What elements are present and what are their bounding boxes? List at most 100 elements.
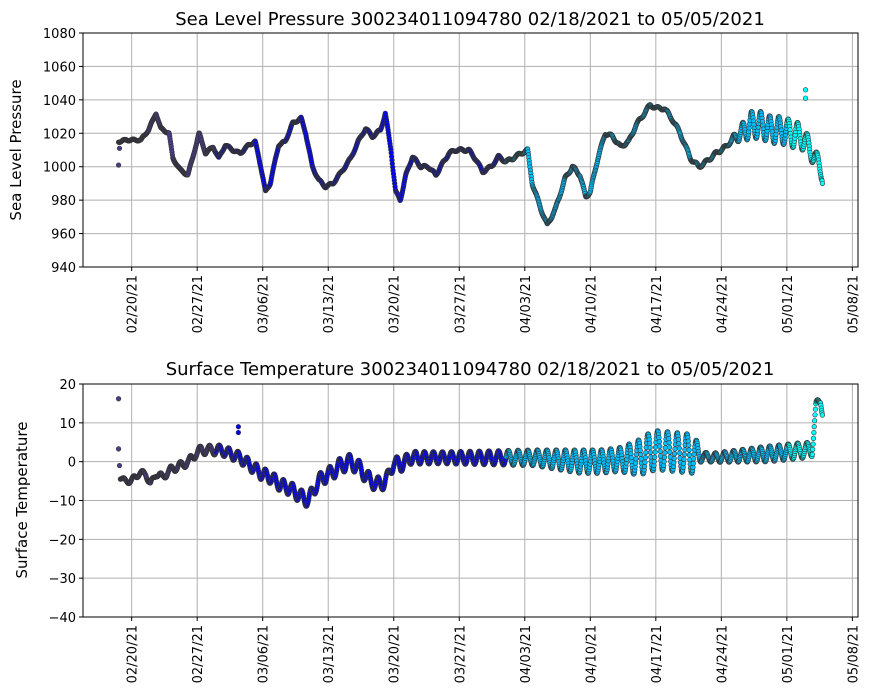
data-point [819,412,826,418]
data-point [661,454,668,461]
temperature-y-label: Surface Temperature [13,422,31,579]
data-point [647,440,653,446]
data-point [812,412,818,418]
data-point [809,451,815,458]
data-point [811,424,817,430]
data-point [657,448,663,454]
data-point [690,460,696,467]
data-point [672,446,678,452]
y-tick-label: 960 [51,228,76,243]
data-point [680,461,687,467]
x-tick-label: 05/01/21 [781,275,796,333]
temperature-points [115,396,826,509]
data-point [802,95,809,101]
data-point [235,424,241,430]
y-tick-label: 10 [59,417,76,432]
data-point [810,441,816,447]
data-point [642,454,649,461]
data-point [652,449,658,455]
data-point [662,450,668,456]
data-point [115,446,122,452]
data-point [812,406,819,412]
x-tick-label: 04/03/21 [519,625,534,683]
x-tick-label: 03/06/21 [257,625,272,683]
data-point [802,87,809,93]
pressure-title: Sea Level Pressure 300234011094780 02/18… [175,9,765,30]
data-point [685,438,691,444]
data-point [641,463,648,470]
x-tick-label: 03/27/21 [453,625,468,683]
x-tick-label: 05/08/21 [846,275,861,333]
y-tick-label: 20 [59,378,76,393]
data-point [681,456,687,462]
data-point [638,451,644,458]
data-point [115,396,122,402]
x-tick-label: 03/13/21 [322,275,337,333]
data-point [115,162,122,168]
x-tick-label: 02/20/21 [126,275,141,333]
x-tick-label: 02/27/21 [191,625,206,683]
data-point [647,445,653,451]
x-tick-label: 03/20/21 [388,625,403,683]
data-point [116,145,123,151]
data-point [235,429,241,436]
data-point [682,447,688,453]
x-tick-label: 04/24/21 [715,625,730,683]
temperature-grid [83,383,858,618]
data-point [666,444,673,450]
y-tick-label: 1080 [43,27,76,42]
data-point [671,460,677,466]
data-point [116,462,123,469]
y-tick-label: −40 [49,611,76,626]
data-point [642,459,648,465]
data-point [691,456,697,462]
x-tick-label: 04/17/21 [650,275,665,333]
pressure-plot: Sea Level Pressure 300234011094780 02/18… [7,9,861,333]
x-tick-label: 04/24/21 [715,275,730,333]
data-point [652,444,659,450]
y-tick-label: 1020 [43,127,76,142]
y-tick-label: −20 [49,533,76,548]
data-point [666,440,672,446]
data-point [819,180,826,187]
data-point [677,450,683,456]
y-tick-label: 1000 [43,161,76,176]
data-point [637,447,643,453]
x-tick-label: 03/06/21 [257,275,272,333]
temperature-title: Surface Temperature 300234011094780 02/1… [166,359,775,380]
data-point [647,449,654,455]
pressure-points [115,87,826,227]
x-tick-label: 04/03/21 [519,275,534,333]
y-tick-label: 0 [68,456,76,471]
data-point [671,455,677,462]
x-tick-label: 04/10/21 [584,625,599,683]
data-point [632,460,639,466]
data-point [686,447,692,453]
data-point [810,435,817,442]
temperature-plot: Surface Temperature 300234011094780 02/1… [13,359,861,683]
data-point [676,445,682,451]
x-tick-label: 02/20/21 [126,625,141,683]
data-point [652,454,658,460]
data-point [686,452,693,458]
data-point [811,430,817,436]
pressure-y-label: Sea Level Pressure [7,79,25,220]
y-tick-label: 1040 [43,94,76,109]
data-point [661,459,667,465]
data-point [662,445,668,451]
y-tick-label: 1060 [43,60,76,75]
data-point [638,456,644,462]
y-tick-label: −30 [49,572,76,587]
x-tick-label: 02/27/21 [191,275,206,333]
x-tick-label: 03/13/21 [322,625,337,683]
data-point [633,456,639,462]
x-tick-label: 04/10/21 [584,275,599,333]
y-tick-label: 940 [51,261,76,276]
data-point [676,441,682,447]
x-tick-label: 05/08/21 [846,625,861,683]
data-point [671,451,678,457]
x-tick-label: 05/01/21 [781,625,796,683]
data-point [686,442,692,448]
data-point [691,451,697,457]
